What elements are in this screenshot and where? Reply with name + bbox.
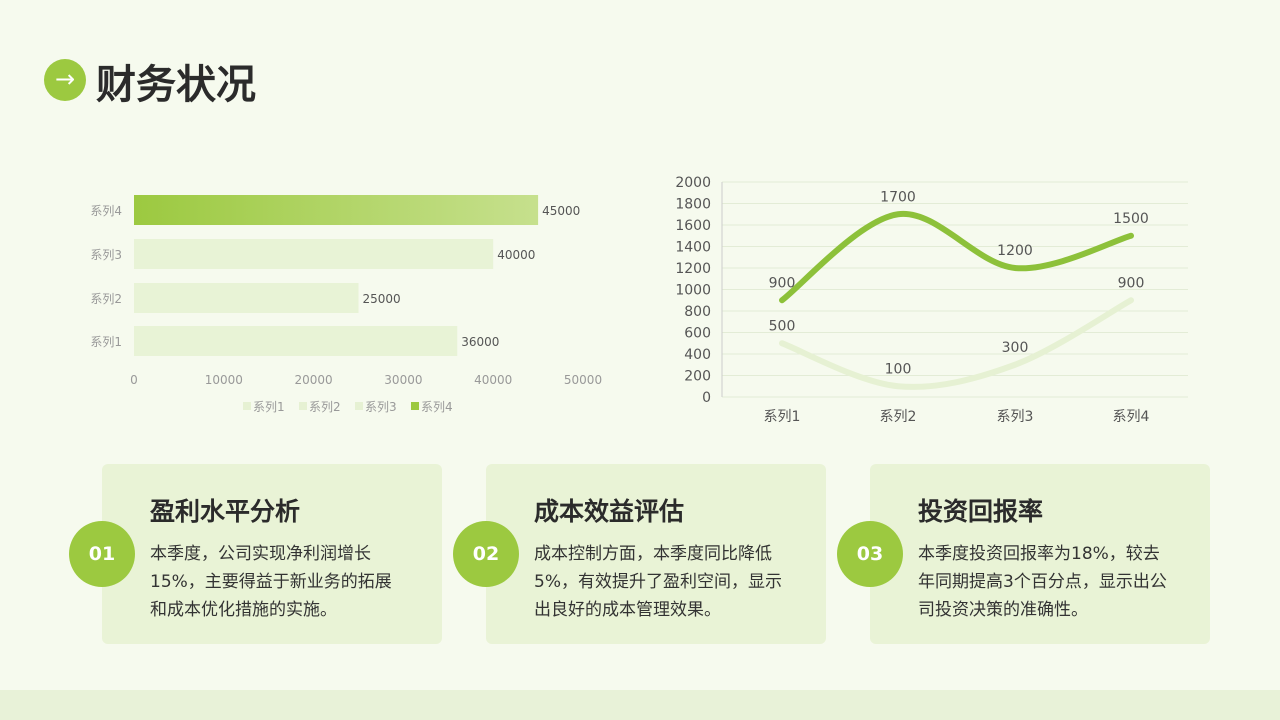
y-tick-label: 200 (684, 369, 711, 385)
info-card: 成本效益评估成本控制方面，本季度同比降低 5%，有效提升了盈利空间，显示 出良好的成… (486, 464, 826, 644)
x-tick-label: 10000 (205, 373, 243, 387)
legend-swatch (355, 402, 363, 410)
card-number-badge: 02 (453, 521, 519, 587)
card-number-badge: 01 (69, 521, 135, 587)
x-tick-label: 40000 (474, 373, 512, 387)
data-label: 1500 (1113, 211, 1149, 227)
card-body-line: 年同期提高3个百分点，显示出公 (918, 572, 1167, 592)
x-tick-label: 20000 (295, 373, 333, 387)
card-body-line: 本季度投资回报率为18%，较去 (918, 544, 1160, 564)
legend-label: 系列3 (365, 400, 397, 414)
card-number-badge: 03 (837, 521, 903, 587)
y-tick-label: 600 (684, 326, 711, 342)
bar-value-label: 40000 (497, 248, 535, 262)
card-body-line: 本季度，公司实现净利润增长 (150, 544, 371, 564)
legend-swatch (299, 402, 307, 410)
y-tick-label: 2000 (675, 175, 711, 191)
x-tick-label: 30000 (384, 373, 422, 387)
info-card: 盈利水平分析本季度，公司实现净利润增长 15%，主要得益于新业务的拓展 和成本优化措… (102, 464, 442, 644)
card-body: 本季度，公司实现净利润增长 15%，主要得益于新业务的拓展 和成本优化措施的实施。 (150, 540, 425, 624)
x-category-label: 系列4 (1113, 409, 1150, 425)
card-title: 投资回报率 (918, 497, 1044, 526)
data-label: 100 (885, 361, 912, 377)
card-body: 成本控制方面，本季度同比降低 5%，有效提升了盈利空间，显示 出良好的成本管理效果。 (534, 540, 809, 624)
bar-category-label: 系列2 (90, 292, 122, 306)
legend-label: 系列2 (309, 400, 341, 414)
bar (134, 283, 359, 313)
page-title: 财务状况 (96, 62, 256, 108)
data-label: 900 (769, 275, 796, 291)
x-category-label: 系列1 (764, 409, 801, 425)
y-tick-label: 1000 (675, 283, 711, 299)
bar-category-label: 系列1 (90, 335, 122, 349)
y-tick-label: 1400 (675, 240, 711, 256)
bar-category-label: 系列4 (90, 204, 122, 218)
data-label: 1200 (997, 243, 1033, 259)
x-tick-label: 50000 (564, 373, 602, 387)
y-tick-label: 800 (684, 304, 711, 320)
card-body-line: 5%，有效提升了盈利空间，显示 (534, 572, 782, 592)
footer-strip (0, 690, 1280, 720)
card-body: 本季度投资回报率为18%，较去 年同期提高3个百分点，显示出公 司投资决策的准确性。 (918, 540, 1193, 624)
arrow-right-icon: → (44, 59, 86, 101)
card-body-line: 和成本优化措施的实施。 (150, 600, 337, 620)
y-tick-label: 1200 (675, 261, 711, 277)
x-category-label: 系列2 (880, 409, 917, 425)
series-line (779, 297, 1134, 390)
data-label: 1700 (880, 189, 916, 205)
card-body-line: 出良好的成本管理效果。 (534, 600, 721, 620)
data-label: 900 (1118, 275, 1145, 291)
card-body-line: 司投资决策的准确性。 (918, 600, 1088, 620)
data-label: 500 (769, 318, 796, 334)
data-label: 300 (1002, 340, 1029, 356)
card-title: 成本效益评估 (534, 497, 685, 526)
bar-category-label: 系列3 (90, 248, 122, 262)
legend-swatch (243, 402, 251, 410)
x-category-label: 系列3 (997, 409, 1034, 425)
legend-label: 系列4 (421, 400, 453, 414)
y-tick-label: 0 (702, 390, 711, 406)
card-title: 盈利水平分析 (150, 497, 301, 526)
y-tick-label: 400 (684, 347, 711, 363)
info-card: 投资回报率本季度投资回报率为18%，较去 年同期提高3个百分点，显示出公 司投资决策… (870, 464, 1210, 644)
series-line (779, 211, 1134, 304)
bar-value-label: 25000 (363, 292, 401, 306)
y-tick-label: 1800 (675, 197, 711, 213)
bar-value-label: 45000 (542, 204, 580, 218)
card-body-line: 15%，主要得益于新业务的拓展 (150, 572, 392, 592)
y-tick-label: 1600 (675, 218, 711, 234)
legend-swatch (411, 402, 419, 410)
bar (134, 195, 539, 225)
bar-value-label: 36000 (461, 335, 499, 349)
card-body-line: 成本控制方面，本季度同比降低 (534, 544, 772, 564)
bar (134, 326, 458, 356)
x-tick-label: 0 (130, 373, 138, 387)
bar (134, 239, 494, 269)
legend-label: 系列1 (253, 400, 285, 414)
